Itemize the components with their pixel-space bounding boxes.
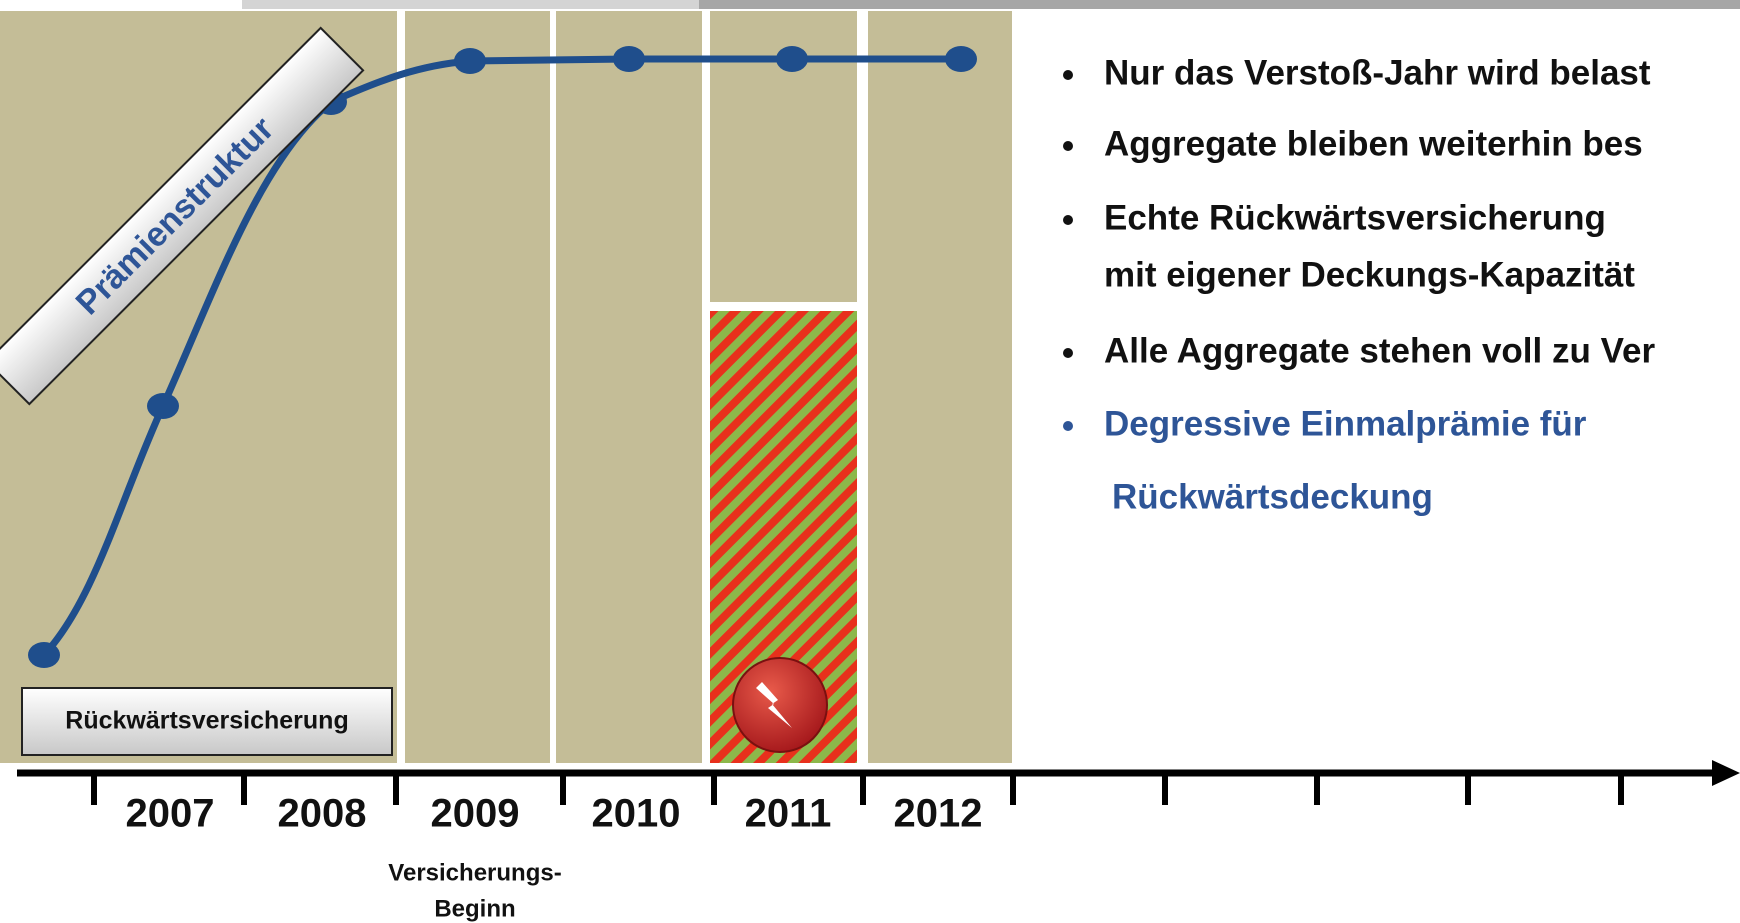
bullet-dot bbox=[1063, 215, 1073, 225]
lightning-bolt bbox=[756, 682, 792, 728]
bullet-dot bbox=[1063, 70, 1073, 80]
year-label: 2008 bbox=[278, 792, 367, 836]
year-label: 2007 bbox=[126, 792, 215, 836]
bullet-dot bbox=[1063, 141, 1073, 151]
bullet-list: Nur das Verstoß-Jahr wird belast Aggregat… bbox=[1063, 53, 1655, 516]
year-label: 2010 bbox=[592, 792, 681, 836]
bullet-text: Nur das Verstoß-Jahr wird belast bbox=[1104, 53, 1651, 92]
bullet-text: mit eigener Deckungs-Kapazität bbox=[1104, 255, 1635, 294]
top-bar bbox=[699, 0, 1740, 9]
start-note: Beginn bbox=[434, 895, 515, 922]
bullet-text: Rückwärtsdeckung bbox=[1112, 477, 1433, 516]
column bbox=[868, 11, 1012, 763]
axis-ticks bbox=[91, 773, 1624, 805]
column bbox=[556, 11, 702, 763]
bullet-text: Alle Aggregate stehen voll zu Ver bbox=[1104, 331, 1655, 370]
bullet-dot bbox=[1063, 421, 1073, 431]
start-note: Versicherungs- bbox=[388, 859, 561, 886]
year-label: 2011 bbox=[745, 792, 832, 836]
label-box bbox=[21, 687, 393, 756]
bullet-text: Echte Rückwärtsversicherung bbox=[1104, 198, 1606, 237]
box-label: Rückwärtsversicherung bbox=[65, 707, 348, 735]
bullet-text: Degressive Einmalprämie für bbox=[1104, 404, 1587, 443]
axis-arrow bbox=[1712, 760, 1740, 786]
column bbox=[0, 11, 397, 763]
lightning-icon bbox=[732, 657, 828, 753]
premium-curve bbox=[41, 55, 961, 658]
column bbox=[405, 11, 550, 763]
top-bar bbox=[242, 0, 699, 9]
bullet-dot bbox=[1063, 348, 1073, 358]
year-label: 2012 bbox=[894, 792, 983, 836]
year-labels: 2007 2008 2009 2010 2011 2012 bbox=[126, 792, 983, 836]
bullet-text: Aggregate bleiben weiterhin bes bbox=[1104, 124, 1643, 163]
year-label: 2009 bbox=[431, 792, 520, 836]
